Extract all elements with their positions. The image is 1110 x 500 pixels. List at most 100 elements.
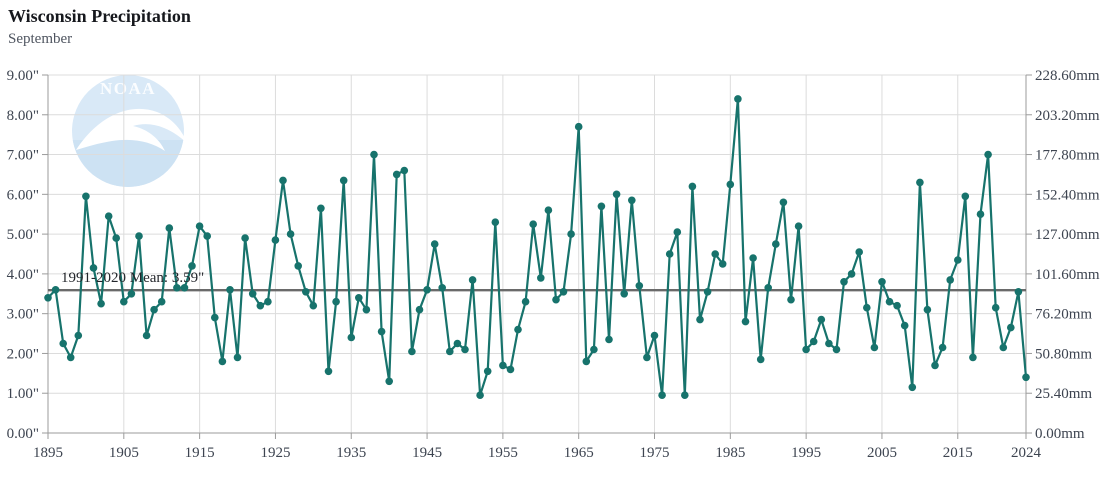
data-point-1990[interactable] bbox=[764, 284, 772, 292]
data-point-1926[interactable] bbox=[279, 176, 287, 185]
data-point-1915[interactable] bbox=[195, 222, 204, 230]
data-point-1976[interactable] bbox=[658, 391, 666, 400]
data-point-1898[interactable] bbox=[66, 353, 75, 362]
data-point-1913[interactable] bbox=[180, 284, 189, 292]
data-point-1993[interactable] bbox=[787, 295, 795, 304]
data-point-1981[interactable] bbox=[696, 315, 704, 324]
data-point-2012[interactable] bbox=[931, 361, 939, 370]
data-point-1964[interactable] bbox=[567, 230, 575, 238]
data-point-1927[interactable] bbox=[286, 230, 295, 238]
data-point-1977[interactable] bbox=[665, 250, 674, 258]
data-point-1982[interactable] bbox=[703, 288, 712, 296]
data-point-1969[interactable] bbox=[605, 335, 613, 344]
data-point-1900[interactable] bbox=[82, 192, 90, 201]
data-point-2006[interactable] bbox=[885, 297, 894, 306]
data-point-1968[interactable] bbox=[597, 202, 606, 211]
data-point-2009[interactable] bbox=[908, 383, 917, 392]
data-point-2016[interactable] bbox=[961, 192, 970, 201]
data-point-1919[interactable] bbox=[226, 286, 234, 294]
data-point-1985[interactable] bbox=[726, 180, 735, 189]
data-point-1933[interactable] bbox=[332, 297, 340, 306]
data-point-1908[interactable] bbox=[142, 331, 151, 340]
data-point-1936[interactable] bbox=[355, 294, 363, 302]
data-point-1984[interactable] bbox=[718, 260, 727, 268]
data-point-2022[interactable] bbox=[1007, 323, 1015, 332]
data-point-2019[interactable] bbox=[984, 150, 992, 159]
data-point-1924[interactable] bbox=[264, 297, 272, 306]
data-point-1903[interactable] bbox=[104, 212, 113, 220]
data-point-2024[interactable] bbox=[1022, 373, 1030, 382]
data-point-2015[interactable] bbox=[954, 256, 962, 264]
data-point-1987[interactable] bbox=[741, 317, 750, 326]
data-point-1980[interactable] bbox=[688, 182, 697, 191]
data-point-1952[interactable] bbox=[476, 391, 484, 400]
data-point-1970[interactable] bbox=[612, 190, 621, 199]
data-point-1947[interactable] bbox=[438, 284, 447, 292]
data-point-2017[interactable] bbox=[969, 353, 977, 362]
data-point-1918[interactable] bbox=[218, 357, 227, 366]
data-point-1922[interactable] bbox=[248, 290, 257, 298]
data-point-1907[interactable] bbox=[135, 232, 143, 240]
data-point-2020[interactable] bbox=[991, 303, 1000, 312]
data-point-1960[interactable] bbox=[537, 274, 545, 282]
data-point-1971[interactable] bbox=[620, 290, 628, 298]
data-point-1938[interactable] bbox=[370, 150, 378, 159]
data-point-1975[interactable] bbox=[650, 331, 659, 340]
data-point-1925[interactable] bbox=[271, 236, 280, 244]
data-point-2005[interactable] bbox=[878, 278, 886, 286]
data-point-1965[interactable] bbox=[574, 122, 583, 131]
data-point-1939[interactable] bbox=[377, 327, 386, 336]
data-point-1910[interactable] bbox=[157, 297, 166, 306]
data-point-1966[interactable] bbox=[582, 357, 591, 366]
data-point-2018[interactable] bbox=[976, 210, 985, 218]
data-point-1989[interactable] bbox=[756, 355, 765, 364]
data-point-1914[interactable] bbox=[188, 262, 196, 270]
data-point-1917[interactable] bbox=[211, 313, 219, 322]
data-point-1902[interactable] bbox=[97, 299, 105, 308]
data-point-1929[interactable] bbox=[302, 288, 310, 296]
data-point-1994[interactable] bbox=[794, 222, 803, 230]
data-point-1992[interactable] bbox=[779, 198, 788, 207]
data-point-1945[interactable] bbox=[423, 286, 431, 294]
data-point-1999[interactable] bbox=[832, 345, 841, 354]
data-point-2011[interactable] bbox=[923, 305, 932, 314]
data-point-1946[interactable] bbox=[430, 240, 439, 248]
data-point-1963[interactable] bbox=[559, 288, 568, 296]
data-point-1962[interactable] bbox=[552, 295, 560, 304]
data-point-1972[interactable] bbox=[628, 196, 636, 205]
data-point-2014[interactable] bbox=[946, 276, 954, 284]
data-point-2002[interactable] bbox=[855, 248, 863, 256]
data-point-1905[interactable] bbox=[120, 297, 128, 306]
data-point-1954[interactable] bbox=[491, 218, 500, 226]
data-point-1920[interactable] bbox=[233, 353, 242, 362]
data-point-1943[interactable] bbox=[408, 347, 416, 356]
data-point-1978[interactable] bbox=[673, 228, 682, 236]
data-point-1955[interactable] bbox=[499, 361, 507, 370]
data-point-1904[interactable] bbox=[112, 234, 120, 242]
data-point-1912[interactable] bbox=[173, 284, 181, 292]
data-point-1899[interactable] bbox=[74, 331, 83, 340]
data-point-1901[interactable] bbox=[89, 264, 98, 272]
data-point-1942[interactable] bbox=[400, 166, 409, 175]
data-point-2023[interactable] bbox=[1014, 288, 1023, 296]
data-point-1937[interactable] bbox=[362, 305, 371, 314]
data-point-1996[interactable] bbox=[809, 337, 818, 346]
data-point-1995[interactable] bbox=[802, 345, 810, 354]
data-point-1953[interactable] bbox=[483, 367, 492, 376]
data-point-1967[interactable] bbox=[590, 345, 598, 354]
data-point-1951[interactable] bbox=[468, 276, 477, 284]
data-point-1921[interactable] bbox=[241, 234, 249, 242]
data-point-1958[interactable] bbox=[521, 297, 530, 306]
data-point-1979[interactable] bbox=[681, 391, 689, 400]
data-point-1931[interactable] bbox=[317, 204, 325, 213]
data-point-1948[interactable] bbox=[446, 347, 454, 356]
data-point-1923[interactable] bbox=[256, 301, 265, 310]
data-point-1896[interactable] bbox=[51, 286, 60, 294]
data-point-1940[interactable] bbox=[385, 377, 394, 386]
data-point-1950[interactable] bbox=[461, 345, 469, 354]
data-point-2008[interactable] bbox=[900, 321, 909, 330]
data-point-1986[interactable] bbox=[734, 95, 742, 103]
data-point-2003[interactable] bbox=[863, 303, 871, 312]
data-point-2010[interactable] bbox=[916, 178, 924, 187]
data-point-1997[interactable] bbox=[817, 315, 826, 324]
